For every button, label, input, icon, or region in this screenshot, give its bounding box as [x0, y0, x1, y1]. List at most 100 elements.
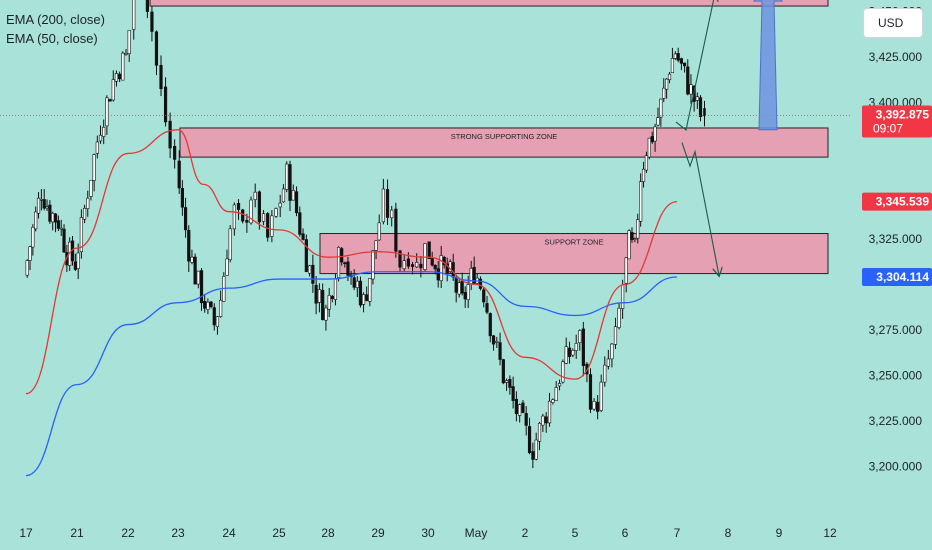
- candle: [673, 53, 677, 59]
- candle: [534, 439, 538, 460]
- candle: [592, 401, 596, 410]
- candle: [482, 289, 486, 303]
- candle: [145, 0, 149, 12]
- candle: [193, 256, 197, 285]
- candle: [445, 263, 449, 274]
- candle: [183, 207, 188, 231]
- currency-button[interactable]: USD: [863, 8, 923, 38]
- candle: [524, 413, 528, 426]
- candle: [495, 341, 499, 343]
- candle: [173, 145, 177, 160]
- candle: [36, 197, 41, 214]
- candle: [390, 209, 394, 219]
- candle: [95, 141, 99, 154]
- candle: [501, 359, 505, 384]
- candle: [98, 134, 103, 142]
- candle: [498, 342, 502, 360]
- candle: [561, 361, 565, 383]
- candle: [636, 219, 640, 239]
- y-tick-label: 3,425.000: [869, 50, 923, 64]
- x-tick-label: 6: [622, 526, 629, 540]
- candle: [42, 199, 46, 209]
- candle: [154, 31, 159, 66]
- ema50-legend-label[interactable]: EMA (50, close): [6, 31, 98, 46]
- time-axis[interactable]: [0, 515, 850, 550]
- candle: [311, 264, 315, 284]
- candle: [281, 188, 286, 203]
- y-tick-label: 3,250.000: [869, 369, 923, 383]
- ema50-line[interactable]: [25, 129, 678, 395]
- candle: [527, 426, 532, 454]
- zone-1[interactable]: [149, 0, 829, 7]
- candle: [377, 222, 381, 241]
- zone-label: SUPPORT ZONE: [545, 238, 604, 247]
- y-tick-label: 3,225.000: [869, 414, 923, 428]
- candle: [317, 289, 322, 303]
- candle: [371, 250, 375, 280]
- candle: [358, 280, 363, 306]
- candle: [466, 284, 470, 301]
- candle: [206, 301, 210, 310]
- candle: [679, 58, 683, 64]
- candle: [613, 326, 618, 345]
- candle: [352, 277, 356, 288]
- candle: [544, 416, 548, 424]
- candle: [56, 220, 60, 229]
- candle: [241, 209, 245, 222]
- candle: [288, 164, 292, 201]
- candle: [76, 252, 80, 269]
- ema200-value-badge[interactable]: [862, 268, 932, 287]
- bearish-projection[interactable]: [681, 142, 719, 276]
- ema200-legend-label[interactable]: EMA (200, close): [6, 12, 105, 27]
- candle: [578, 330, 582, 343]
- candle: [314, 284, 318, 304]
- candle: [574, 343, 578, 351]
- candle: [249, 199, 253, 224]
- candle: [460, 280, 464, 294]
- candle: [219, 300, 223, 317]
- candle: [398, 250, 402, 268]
- x-tick-label: 2: [522, 526, 529, 540]
- candle: [187, 230, 191, 262]
- candle: [644, 155, 649, 171]
- candle: [518, 404, 522, 416]
- candle: [621, 284, 625, 309]
- candle: [190, 256, 194, 263]
- candle: [177, 160, 181, 189]
- target-arrow[interactable]: [753, 0, 783, 131]
- candle: [472, 267, 476, 284]
- candle: [51, 213, 55, 223]
- bullish-projection[interactable]: [675, 0, 715, 131]
- candle: [599, 381, 603, 411]
- last-price-badge[interactable]: [862, 105, 932, 138]
- candle: [385, 189, 390, 218]
- candle: [62, 228, 66, 253]
- candle: [689, 84, 693, 95]
- candle: [180, 188, 184, 208]
- candle: [662, 87, 666, 99]
- candle: [596, 401, 600, 412]
- candle: [521, 402, 525, 413]
- candle: [374, 240, 378, 251]
- candle: [478, 278, 483, 289]
- last-price-text: 3,392.875: [876, 107, 930, 121]
- candle: [454, 277, 458, 293]
- candle: [111, 79, 115, 101]
- candle: [274, 208, 278, 217]
- candle: [554, 387, 558, 401]
- candle: [433, 264, 437, 270]
- countdown-text: 09:07: [873, 121, 903, 135]
- candle: [31, 226, 35, 248]
- ema200-line[interactable]: [25, 271, 678, 477]
- candle: [567, 347, 572, 357]
- candle: [402, 260, 406, 269]
- zone-2[interactable]: [179, 127, 829, 158]
- candle: [203, 301, 207, 309]
- candle: [511, 386, 515, 401]
- candle: [564, 346, 568, 364]
- candle: [610, 343, 614, 360]
- candle: [627, 230, 631, 260]
- ema50-value-badge[interactable]: [862, 192, 932, 211]
- candle: [659, 98, 663, 118]
